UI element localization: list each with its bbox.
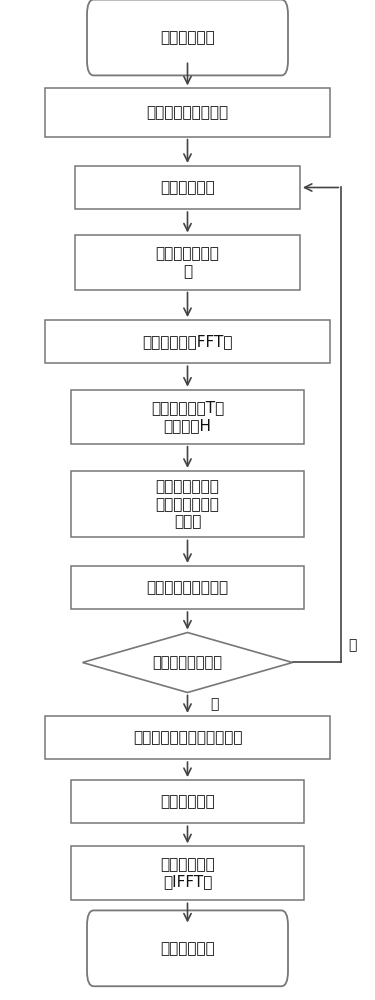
FancyBboxPatch shape bbox=[87, 0, 288, 75]
Text: 得到抽取点最优输出: 得到抽取点最优输出 bbox=[146, 580, 228, 595]
FancyBboxPatch shape bbox=[71, 780, 304, 823]
Text: 得到所有抽取频点最优输出: 得到所有抽取频点最优输出 bbox=[133, 730, 242, 745]
Polygon shape bbox=[82, 633, 292, 692]
Text: 是: 是 bbox=[210, 697, 218, 711]
Text: 逆傅里叶变换
（IFFT）: 逆傅里叶变换 （IFFT） bbox=[160, 857, 215, 890]
Text: 计算各点延迟: 计算各点延迟 bbox=[160, 180, 215, 195]
Text: 抽取频点是否遍历: 抽取频点是否遍历 bbox=[153, 655, 222, 670]
FancyBboxPatch shape bbox=[75, 235, 300, 290]
Text: 否: 否 bbox=[349, 639, 357, 652]
Text: 线阵换能器参数设置: 线阵换能器参数设置 bbox=[146, 105, 228, 120]
FancyBboxPatch shape bbox=[45, 716, 330, 759]
Text: 对抽取频点计算
改进的稳健自相
关矩阵: 对抽取频点计算 改进的稳健自相 关矩阵 bbox=[156, 479, 219, 529]
Text: 波束合成结束: 波束合成结束 bbox=[160, 941, 215, 956]
FancyBboxPatch shape bbox=[71, 471, 304, 537]
FancyBboxPatch shape bbox=[45, 88, 330, 137]
Text: 波束合成开始: 波束合成开始 bbox=[160, 30, 215, 45]
FancyBboxPatch shape bbox=[71, 390, 304, 444]
Text: 构造抽取矩阵T及
稀疏子集H: 构造抽取矩阵T及 稀疏子集H bbox=[151, 400, 224, 433]
Text: 傅里叶变换（FFT）: 傅里叶变换（FFT） bbox=[142, 334, 233, 349]
Text: 频域信息重构: 频域信息重构 bbox=[160, 794, 215, 809]
FancyBboxPatch shape bbox=[45, 320, 330, 363]
FancyBboxPatch shape bbox=[71, 566, 304, 609]
Text: 计算各点有效孔
径: 计算各点有效孔 径 bbox=[156, 246, 219, 279]
FancyBboxPatch shape bbox=[71, 846, 304, 900]
FancyBboxPatch shape bbox=[75, 166, 300, 209]
FancyBboxPatch shape bbox=[87, 910, 288, 986]
